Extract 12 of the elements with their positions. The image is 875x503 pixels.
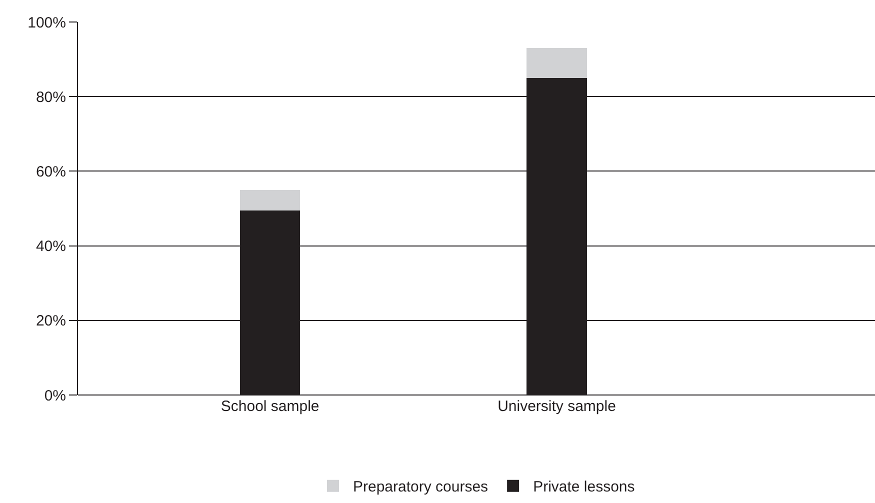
bar — [240, 190, 300, 210]
x-tick-label: School sample — [220, 398, 320, 415]
bar — [526, 48, 587, 78]
legend-label: Preparatory courses — [353, 478, 488, 496]
y-tick-label: 80% — [36, 88, 66, 106]
y-tick-label: 100% — [28, 14, 66, 32]
y-tick-label: 60% — [36, 163, 66, 180]
y-tick-label: 20% — [36, 312, 66, 330]
y-tick-label: 40% — [36, 238, 66, 256]
y-tick-label: 0% — [44, 387, 66, 404]
x-tick-label: University sample — [498, 398, 616, 415]
legend-label: Private lessons — [533, 478, 635, 496]
